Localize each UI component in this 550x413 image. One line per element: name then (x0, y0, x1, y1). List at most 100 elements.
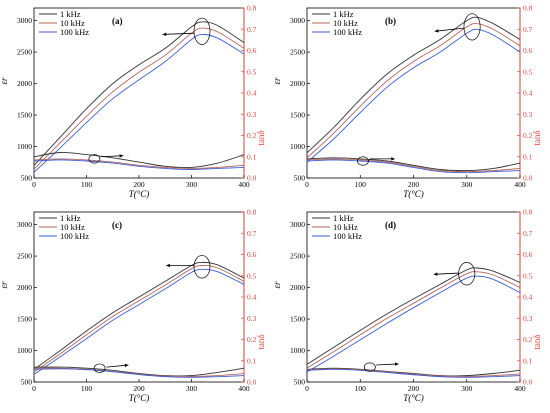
x-tick-label: 100 (355, 180, 367, 189)
arrowhead-right (124, 363, 129, 368)
x-tick-label: 300 (461, 180, 473, 189)
series-line-100-khz-tand (306, 159, 521, 174)
x-tick-label: 200 (133, 384, 145, 393)
y2-tick-label: 0.7 (523, 25, 533, 34)
series-line-10-khz-er (306, 271, 521, 369)
peak-highlight-ellipse (193, 255, 211, 279)
x-tick-label: 0 (32, 180, 36, 189)
y2-tick-label: 0.0 (523, 174, 533, 183)
x-tick-label: 0 (32, 384, 36, 393)
x-tick-label: 200 (133, 180, 145, 189)
x-tick-label: 300 (461, 384, 473, 393)
arrowhead-left (433, 272, 438, 276)
series-line-100-khz-tand (33, 368, 245, 378)
y2-tick-label: 0.8 (247, 4, 257, 13)
y2-tick-label: 0.6 (523, 46, 533, 55)
legend-label: 1 kHz (60, 9, 81, 19)
y-axis-label: εr (0, 77, 9, 85)
arrowhead-right (119, 154, 124, 158)
y-tick-label: 2000 (290, 79, 305, 88)
y-tick-label: 1500 (290, 315, 305, 324)
y-tick-label: 2000 (17, 79, 32, 88)
arrow-to-right-axis (101, 155, 124, 158)
arrow-to-left-axis (162, 32, 195, 35)
series-line-1-khz-tand (33, 151, 245, 169)
series-line-100-khz-er (306, 275, 521, 373)
y-tick-label: 1000 (290, 346, 305, 355)
arrow-to-right-axis (106, 364, 129, 368)
x-tick-label: 100 (81, 180, 93, 189)
series-line-10-khz-er (33, 27, 245, 170)
chart-panel-2: 0 100 200 300 400 500 1000 1500 2000 2500 3000 0.0 0… (272, 4, 542, 200)
arrow-to-right-axis (376, 363, 399, 366)
y2-tick-label: 0.7 (247, 229, 257, 238)
legend-label: 10 kHz (60, 222, 85, 232)
y-axis-label: εr (272, 77, 282, 85)
legend-label: 1 kHz (333, 213, 354, 223)
y2-tick-label: 0.4 (523, 89, 533, 98)
x-tick-label: 0 (305, 384, 309, 393)
y-tick-label: 2500 (17, 48, 32, 57)
y-tick-label: 2000 (17, 283, 32, 292)
y-tick-label: 500 (294, 174, 306, 183)
x-tick-label: 300 (186, 180, 198, 189)
y-tick-label: 1000 (17, 346, 32, 355)
legend-label: 1 kHz (333, 9, 354, 19)
y2-tick-label: 0.8 (523, 4, 533, 13)
y2-axis-label: tanδ (532, 334, 542, 349)
y-tick-label: 2500 (290, 252, 305, 261)
y2-tick-label: 0.2 (523, 131, 533, 140)
panel-label: (b) (385, 16, 396, 26)
y2-tick-label: 0.5 (523, 67, 533, 76)
y-axis-label: εr (0, 281, 9, 289)
arrowhead-left (434, 29, 439, 33)
arrowhead-right (391, 157, 395, 161)
y-tick-label: 1000 (17, 142, 32, 151)
y2-tick-label: 0.5 (523, 271, 533, 280)
x-axis-label: T(°C) (129, 393, 150, 403)
y-tick-label: 500 (294, 378, 306, 387)
series-line-10-khz-tand (33, 367, 245, 377)
y2-tick-label: 0.2 (523, 335, 533, 344)
peak-highlight-ellipse (458, 262, 476, 286)
y2-tick-label: 0.7 (247, 25, 257, 34)
legend-label: 100 kHz (60, 27, 89, 37)
y2-tick-label: 0.4 (247, 89, 257, 98)
series-line-100-khz-tand (33, 159, 245, 170)
y2-tick-label: 0.6 (247, 46, 257, 55)
arrow-to-left-axis (433, 272, 459, 275)
y2-tick-label: 0.0 (247, 174, 257, 183)
series-line-1-khz-tand (306, 157, 521, 172)
y2-axis-label: tanδ (532, 130, 542, 145)
series-line-1-khz-tand (306, 367, 521, 377)
series-line-10-khz-tand (306, 368, 521, 377)
y-tick-label: 2000 (290, 283, 305, 292)
arrowhead-left (166, 263, 170, 268)
loss-highlight-ellipse (88, 154, 101, 164)
y2-tick-label: 0.7 (523, 229, 533, 238)
y-tick-label: 2500 (17, 252, 32, 261)
y2-tick-label: 0.5 (247, 271, 257, 280)
x-tick-label: 400 (238, 180, 250, 189)
series-line-10-khz-er (306, 23, 521, 159)
chart-panel-3: 0 100 200 300 400 500 1000 1500 2000 2500 3000 0.0 0… (0, 208, 266, 404)
loss-highlight-ellipse (356, 156, 369, 166)
y2-tick-label: 0.6 (247, 250, 257, 259)
series-line-1-khz-er (33, 21, 245, 166)
series-line-1-khz-tand (33, 366, 245, 377)
legend-label: 100 kHz (333, 231, 362, 241)
y-tick-label: 500 (21, 378, 33, 387)
x-tick-label: 200 (408, 384, 420, 393)
panel-label: (a) (112, 16, 123, 26)
series-line-1-khz-er (306, 267, 521, 365)
series-line-1-khz-er (306, 16, 521, 154)
series-line-10-khz-tand (306, 158, 521, 173)
x-tick-label: 100 (81, 384, 93, 393)
series-line-1-khz-er (33, 261, 245, 370)
panel-label: (c) (112, 220, 122, 230)
y2-tick-label: 0.4 (523, 293, 533, 302)
y2-tick-label: 0.1 (523, 152, 533, 161)
y2-tick-label: 0.2 (247, 335, 257, 344)
y-tick-label: 1000 (290, 142, 305, 151)
